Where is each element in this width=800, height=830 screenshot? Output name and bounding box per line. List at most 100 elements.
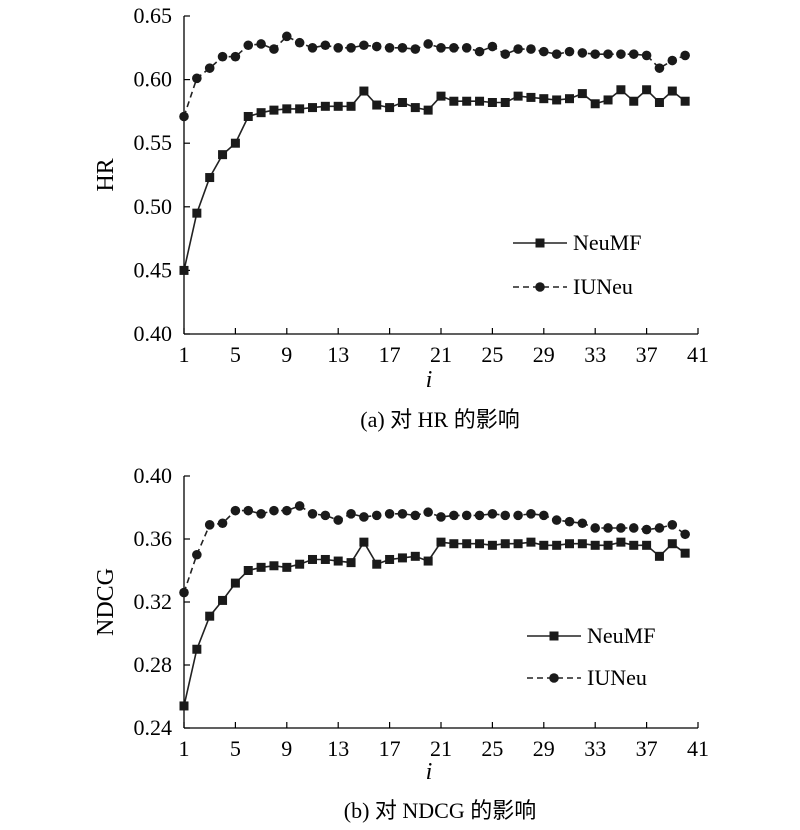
y-tick-label: 0.60 (134, 67, 173, 92)
data-point-neumf (256, 562, 266, 572)
data-point-neumf (230, 138, 240, 148)
data-point-neumf (372, 559, 382, 569)
data-point-neumf (654, 97, 664, 107)
data-point-iuneu (654, 63, 665, 73)
data-point-iuneu (256, 509, 266, 519)
data-point-iuneu (307, 43, 318, 53)
data-point-neumf (577, 539, 587, 549)
data-point-neumf (680, 96, 690, 106)
data-point-iuneu (371, 510, 382, 521)
data-point-iuneu (526, 509, 536, 519)
data-point-iuneu (282, 505, 292, 516)
data-point-neumf (295, 104, 305, 114)
series-line-neumf (183, 540, 686, 707)
data-point-iuneu (500, 49, 511, 59)
legend-marker-neumf (535, 238, 545, 248)
data-point-iuneu (243, 40, 254, 51)
data-point-neumf (513, 539, 523, 549)
x-tick-label: 1 (179, 736, 190, 761)
data-point-iuneu (410, 510, 421, 521)
data-point-neumf (449, 96, 459, 106)
data-point-iuneu (628, 49, 639, 59)
data-point-neumf (269, 561, 279, 571)
data-point-iuneu (294, 501, 305, 511)
x-tick-label: 9 (281, 736, 292, 761)
data-point-neumf (179, 265, 189, 275)
data-point-iuneu (256, 39, 266, 49)
data-point-iuneu (449, 510, 459, 521)
y-axis-title: HR (93, 158, 119, 191)
data-point-iuneu (282, 31, 292, 42)
y-tick-label: 0.28 (134, 652, 173, 677)
data-point-iuneu (217, 51, 228, 62)
data-point-neumf (590, 99, 600, 109)
data-point-iuneu (461, 510, 472, 521)
data-point-neumf (346, 101, 356, 111)
legend-label-neumf: NeuMF (587, 623, 655, 648)
x-tick-label: 21 (430, 342, 452, 367)
y-tick-label: 0.50 (134, 194, 173, 219)
data-point-neumf (230, 578, 240, 588)
data-point-neumf (423, 556, 433, 566)
data-point-iuneu (474, 510, 485, 521)
data-point-iuneu (320, 510, 331, 521)
data-point-neumf (487, 540, 497, 550)
data-point-neumf (603, 95, 613, 105)
data-point-neumf (642, 85, 652, 95)
data-point-iuneu (667, 520, 678, 530)
data-point-iuneu (590, 49, 600, 59)
data-point-iuneu (513, 44, 523, 54)
legend-marker-iuneu (549, 673, 559, 683)
data-point-iuneu (346, 43, 356, 53)
data-point-iuneu (500, 510, 511, 521)
data-point-neumf (359, 537, 369, 547)
y-axis-title: NDCG (93, 568, 119, 636)
data-point-neumf (667, 86, 677, 96)
data-point-iuneu (654, 523, 665, 533)
series-line-iuneu (183, 35, 686, 117)
data-point-iuneu (179, 111, 189, 122)
x-tick-label: 33 (584, 342, 606, 367)
data-point-neumf (308, 103, 317, 113)
data-point-neumf (243, 111, 253, 121)
data-point-neumf (218, 150, 228, 160)
x-tick-label: 9 (281, 342, 292, 367)
data-point-iuneu (346, 509, 356, 519)
data-point-iuneu (539, 510, 549, 521)
y-tick-label: 0.40 (134, 463, 173, 488)
x-tick-label: 25 (481, 342, 503, 367)
chart-hr: 0.40 0.45 0.50 0.55 0.60 0.65 1 5 9 13 17 21 25 29 33 3… (93, 3, 709, 432)
y-tick-label: 0.65 (134, 3, 173, 28)
x-tick-label: 5 (230, 342, 241, 367)
legend-marker-iuneu (535, 282, 545, 292)
data-point-iuneu (564, 46, 575, 57)
data-point-iuneu (680, 50, 690, 61)
data-point-iuneu (513, 510, 523, 521)
data-point-iuneu (217, 518, 228, 529)
x-tick-label: 17 (379, 342, 401, 367)
chart-ndcg: 0.24 0.28 0.32 0.36 0.40 1 5 9 13 17 21 25 29 33 37 41 i… (93, 463, 709, 823)
data-point-neumf (500, 97, 510, 107)
chart-caption: (a) 对 HR 的影响 (360, 407, 519, 432)
x-tick-label: 29 (533, 736, 555, 761)
data-point-neumf (397, 553, 407, 563)
data-point-iuneu (539, 46, 549, 57)
data-point-iuneu (230, 51, 241, 62)
data-point-neumf (256, 108, 266, 118)
data-point-neumf (385, 554, 395, 564)
data-point-neumf (385, 103, 395, 113)
data-point-iuneu (603, 523, 613, 533)
data-point-neumf (487, 97, 497, 107)
data-point-neumf (282, 104, 292, 114)
data-point-iuneu (590, 523, 600, 533)
data-point-neumf (616, 537, 626, 547)
data-point-iuneu (371, 41, 382, 52)
data-point-neumf (205, 173, 215, 183)
x-tick-label: 41 (687, 342, 709, 367)
x-tick-label: 5 (230, 736, 241, 761)
data-point-neumf (243, 566, 253, 575)
data-point-iuneu (436, 43, 446, 53)
x-tick-label: 25 (481, 736, 503, 761)
data-point-neumf (526, 537, 536, 547)
data-point-neumf (410, 103, 420, 113)
